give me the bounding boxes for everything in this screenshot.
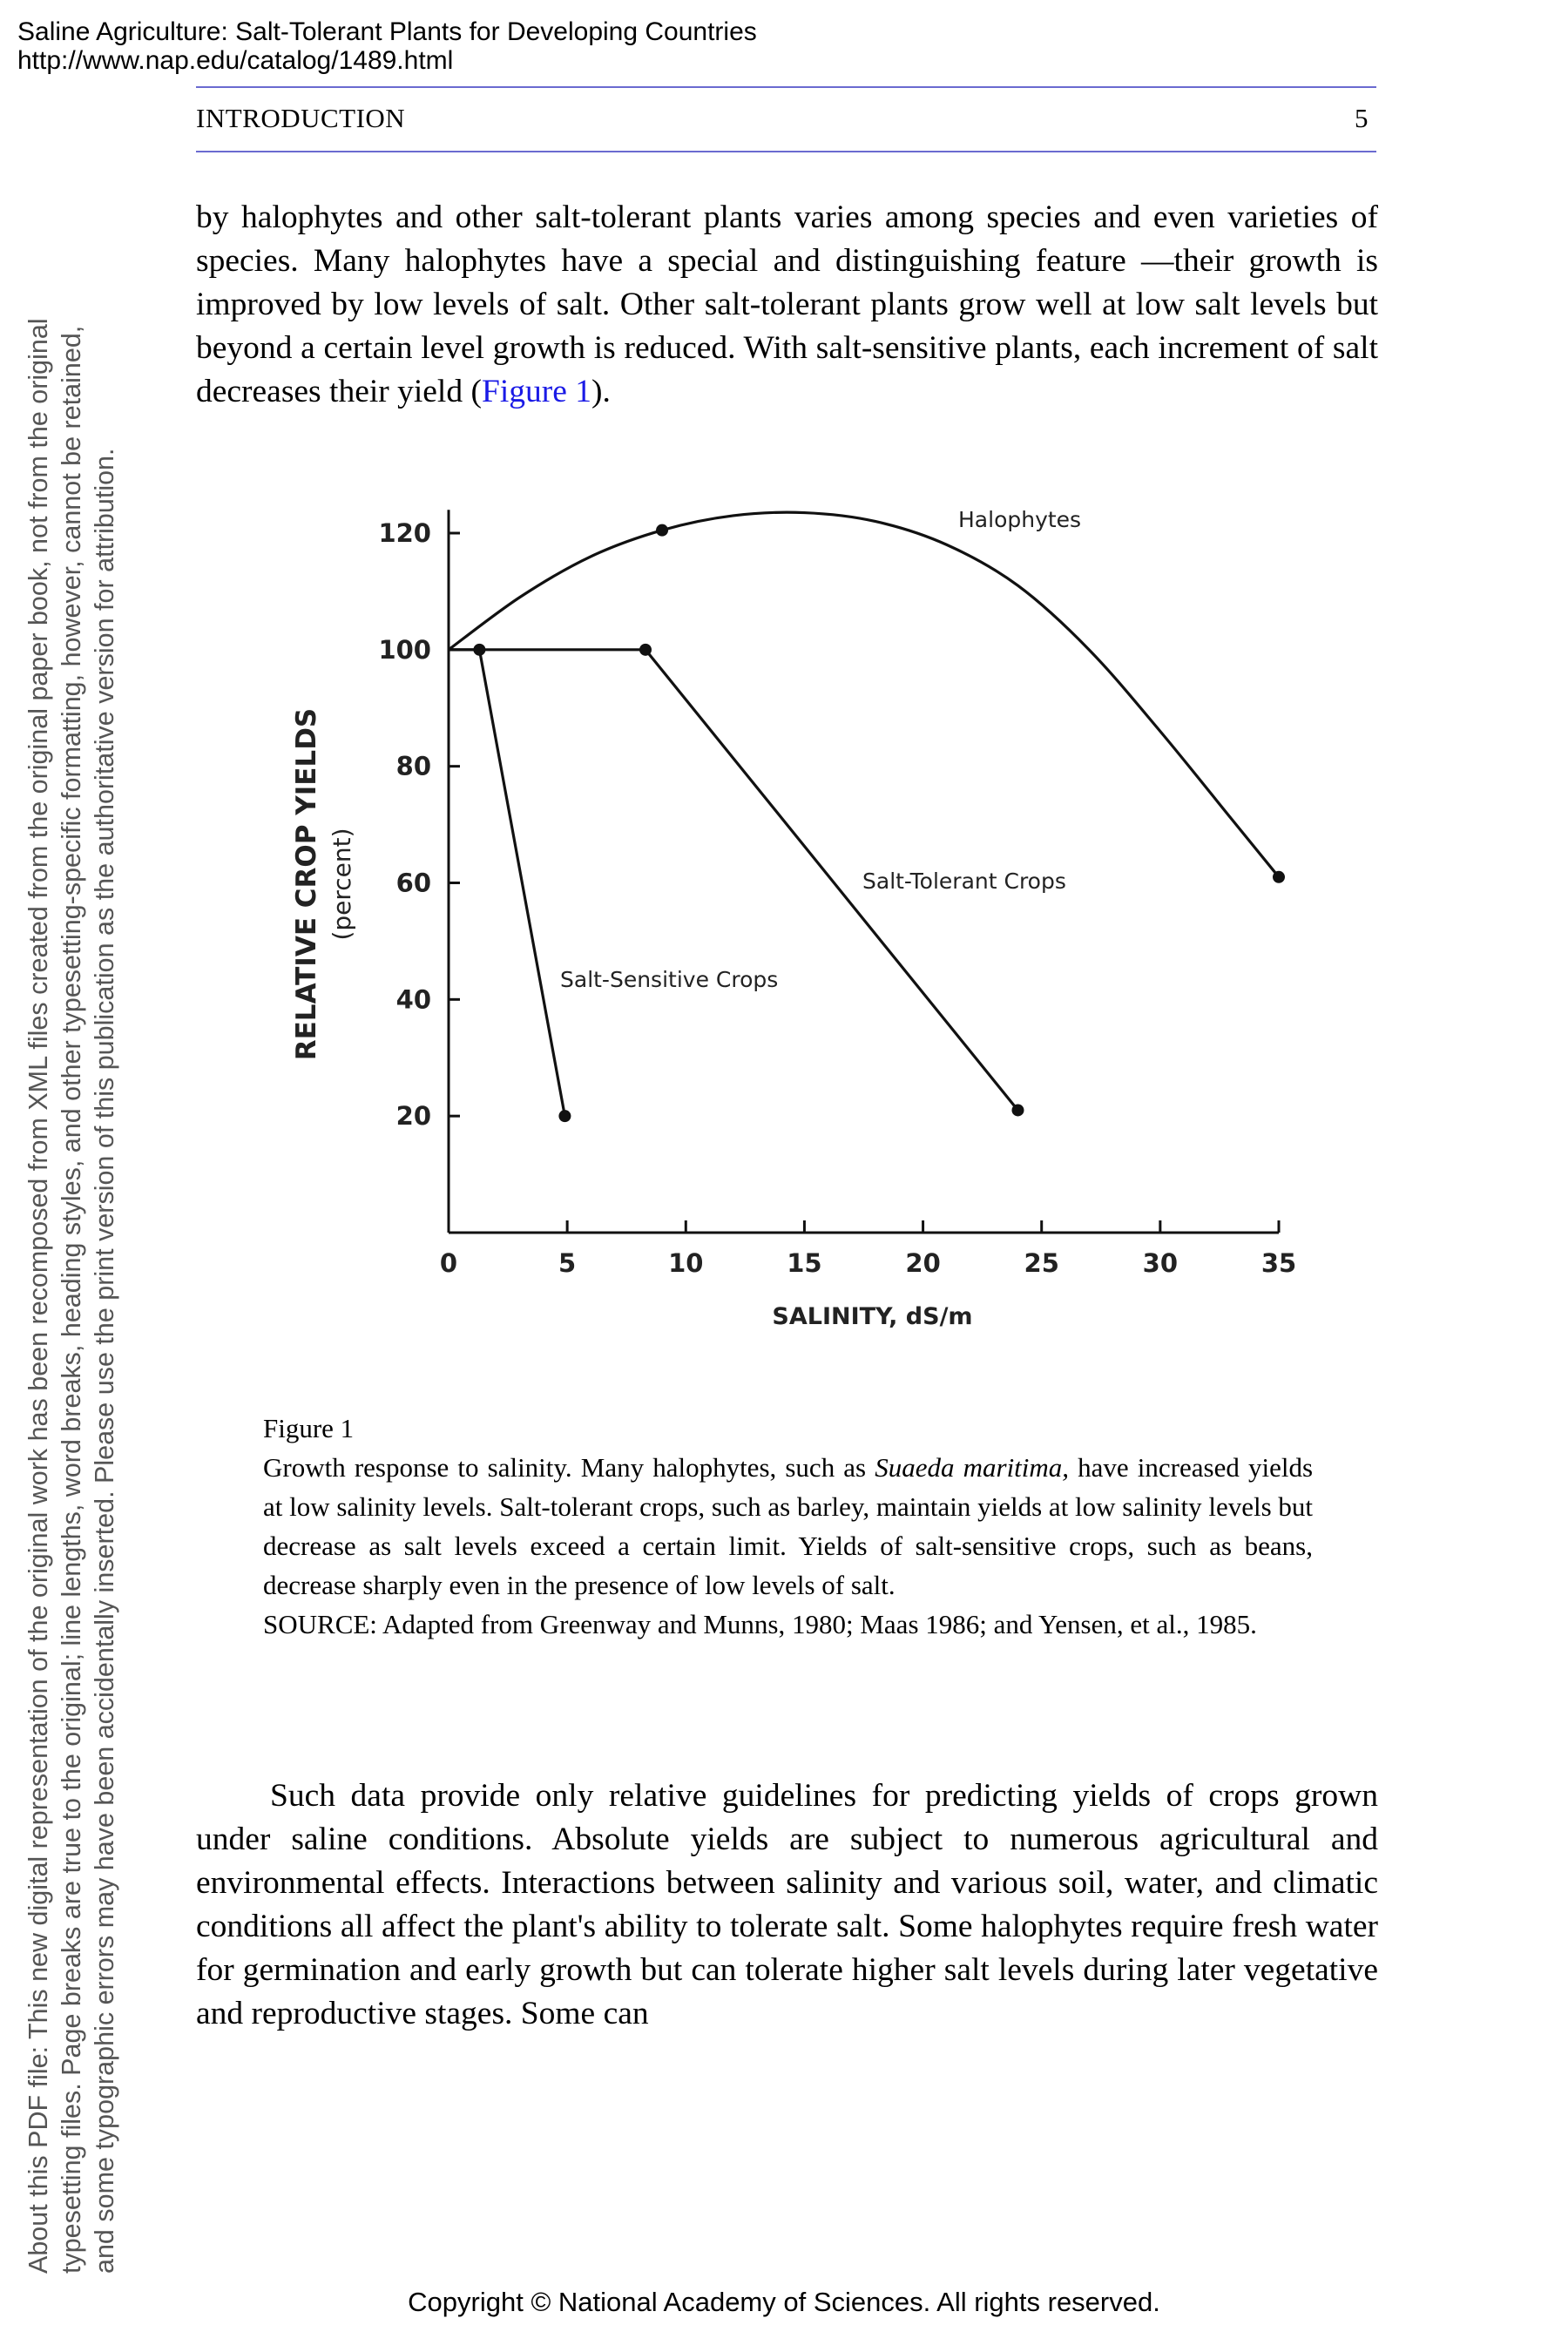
series-point-halophytes-0 <box>656 524 669 537</box>
running-head: INTRODUCTION <box>196 103 406 133</box>
series-point-salt-tolerant-crops-1 <box>1011 1104 1024 1117</box>
x-tick-label-20: 20 <box>905 1248 940 1278</box>
y-tick-label-20: 20 <box>396 1101 431 1131</box>
x-tick-label-0: 0 <box>440 1248 457 1278</box>
series-label-halophytes: Halophytes <box>958 507 1081 532</box>
series-line-salt-sensitive-crops <box>449 648 566 1117</box>
x-tick-label-30: 30 <box>1143 1248 1178 1278</box>
x-tick-label-10: 10 <box>668 1248 703 1278</box>
series-label-salt-tolerant-crops: Salt-Tolerant Crops <box>862 868 1066 894</box>
para1-text: by halophytes and other salt-tolerant pl… <box>196 199 1378 409</box>
series-point-halophytes-1 <box>1273 870 1285 883</box>
series-point-salt-tolerant-crops-0 <box>639 643 652 656</box>
para2-text: Such data provide only relative guidelin… <box>196 1778 1378 2031</box>
caption-text-b: have increased yields at low salinity le… <box>263 1452 1314 1600</box>
x-tick-label-25: 25 <box>1024 1248 1059 1278</box>
x-tick-label-15: 15 <box>787 1248 821 1278</box>
caption-label: Figure 1 <box>263 1413 355 1443</box>
copyright-footer: Copyright © National Academy of Sciences… <box>408 2287 1160 2317</box>
y-tick-label-40: 40 <box>396 984 431 1014</box>
caption-text: Growth response to salinity. Many haloph… <box>263 1448 1313 1605</box>
figure-1-link[interactable]: Figure 1 <box>481 374 592 409</box>
series-point-salt-sensitive-crops-1 <box>558 1110 571 1123</box>
caption-source: SOURCE: Adapted from Greenway and Munns,… <box>263 1609 1257 1639</box>
caption-text-a: Growth response to salinity. Many haloph… <box>263 1452 875 1483</box>
header-rule-top <box>196 86 1376 88</box>
book-url[interactable]: http://www.nap.edu/catalog/1489.html <box>17 46 454 75</box>
y-tick-label-120: 120 <box>378 518 431 548</box>
x-tick-label-5: 5 <box>558 1248 576 1278</box>
y-tick-label-100: 100 <box>378 635 431 665</box>
series-point-salt-sensitive-crops-0 <box>473 643 486 656</box>
x-tick-label-35: 35 <box>1261 1248 1296 1278</box>
book-title: Saline Agriculture: Salt-Tolerant Plants… <box>17 17 757 46</box>
y-tick-label-60: 60 <box>396 868 431 898</box>
side-note-line-1: About this PDF file: This new digital re… <box>24 318 53 2274</box>
side-note-line-2: typesetting files. Page breaks are true … <box>57 325 86 2274</box>
body-paragraph-2: Such data provide only relative guidelin… <box>196 1774 1378 2036</box>
side-note: About this PDF file: This new digital re… <box>22 131 161 2274</box>
caption-species: Suaeda maritima, <box>875 1452 1070 1483</box>
series-label-salt-sensitive-crops: Salt-Sensitive Crops <box>560 967 778 992</box>
page-number: 5 <box>1355 103 1369 133</box>
header-rule-bottom <box>196 151 1376 152</box>
y-tick-label-80: 80 <box>396 752 431 781</box>
x-axis-label: SALINITY, dS/m <box>772 1303 972 1330</box>
side-note-line-3: and some typographic errors may have bee… <box>90 448 119 2274</box>
figure-caption: Figure 1 Growth response to salinity. Ma… <box>263 1409 1313 1644</box>
salinity-chart: 20 40 60 80 100 120 0 5 10 15 20 25 30 35 SALINITY, dS… <box>291 507 1296 1330</box>
y-axis-unit: (percent) <box>328 828 356 940</box>
para1-end: ). <box>591 374 611 409</box>
figure-1: 20 40 60 80 100 120 0 5 10 15 20 25 30 35 SALINITY, dS… <box>261 488 1333 1368</box>
series-line-halophytes <box>448 510 1281 878</box>
y-axis-label: RELATIVE CROP YIELDS <box>291 708 322 1060</box>
body-paragraph-1: by halophytes and other salt-tolerant pl… <box>196 196 1378 414</box>
